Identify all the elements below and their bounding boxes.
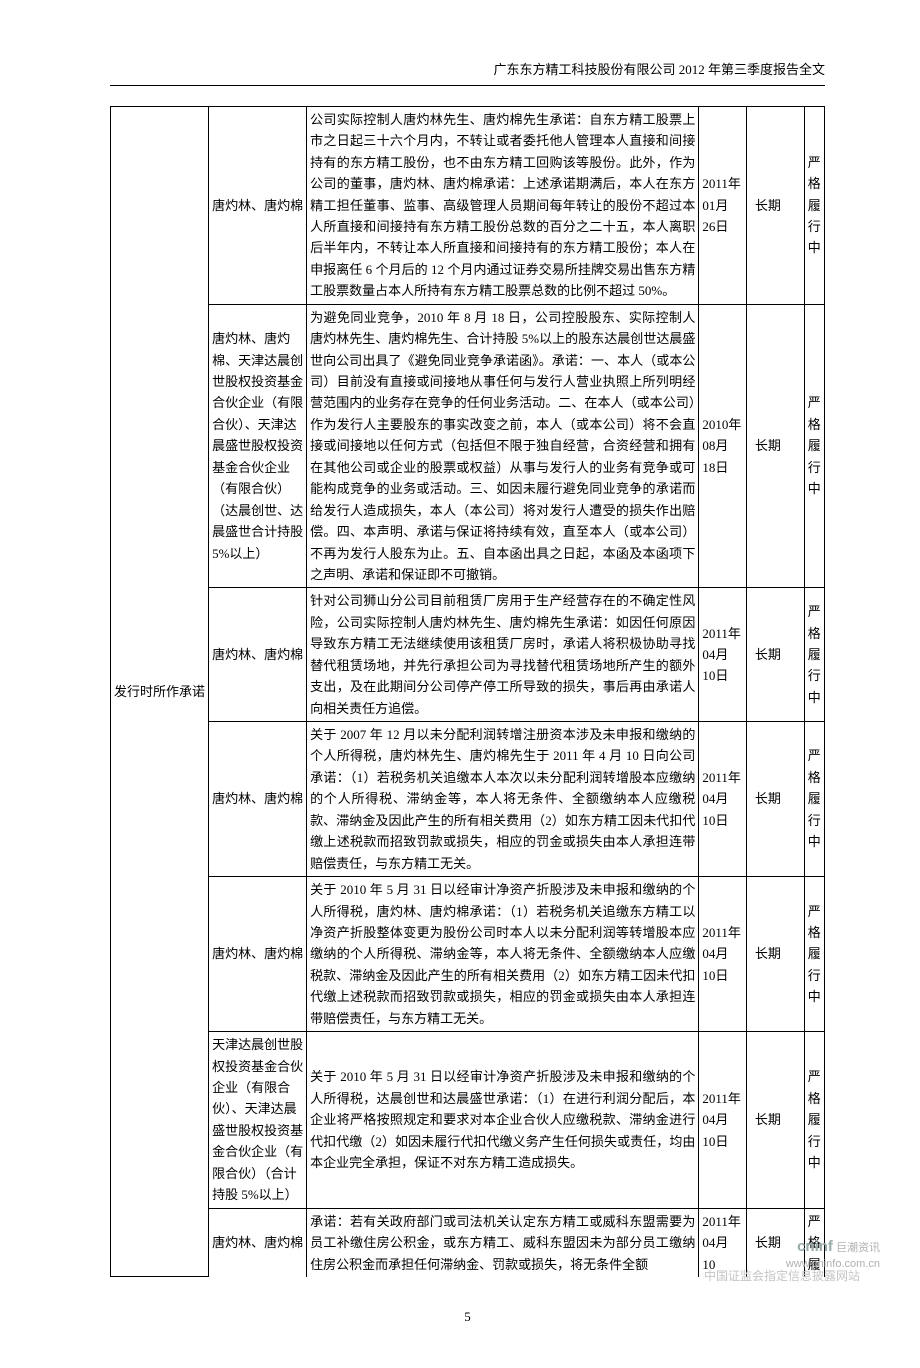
commitment-date: 2011年 04月 10日: [699, 1032, 747, 1209]
commitment-date: 2011年 04月 10日: [699, 877, 747, 1032]
commitment-content: 关于 2010 年 5 月 31 日以经审计净资产折股涉及未申报和缴纳的个人所得…: [307, 877, 699, 1032]
spacer: [789, 588, 805, 722]
commitment-status: 严格履行中: [804, 304, 824, 588]
commitment-term: 长期: [747, 722, 789, 877]
commitment-status: 严格履行中: [804, 106, 824, 304]
commitments-table: 发行时所作承诺唐灼林、唐灼棉公司实际控制人唐灼林先生、唐灼棉先生承诺：自东方精工…: [110, 106, 825, 1278]
spacer: [789, 722, 805, 877]
commitment-term: 长期: [747, 877, 789, 1032]
commitment-content: 承诺：若有关政府部门或司法机关认定东方精工或威科东盟需要为员工补缴住房公积金，或…: [307, 1208, 699, 1277]
commitment-content: 关于 2007 年 12 月以未分配利润转增注册资本涉及未申报和缴纳的个人所得税…: [307, 722, 699, 877]
spacer: [789, 877, 805, 1032]
commitment-party: 唐灼林、唐灼棉: [209, 1208, 307, 1277]
commitment-content: 针对公司狮山分公司目前租赁厂房用于生产经营存在的不确定性风险，公司实际控制人唐灼…: [307, 588, 699, 722]
commitment-content: 关于 2010 年 5 月 31 日以经审计净资产折股涉及未申报和缴纳的个人所得…: [307, 1032, 699, 1209]
commitment-party: 唐灼林、唐灼棉: [209, 106, 307, 304]
commitment-party: 唐灼林、唐灼棉: [209, 722, 307, 877]
commitment-date: 2011年 01月 26日: [699, 106, 747, 304]
commitment-status: 严格履行中: [804, 588, 824, 722]
watermark-note: 中国证监会指定信息披露网站: [704, 1267, 860, 1286]
commitment-status: 严格履行中: [804, 722, 824, 877]
commitment-term: 长期: [747, 106, 789, 304]
commitment-party: 唐灼林、唐灼棉: [209, 588, 307, 722]
commitment-term: 长期: [747, 1032, 789, 1209]
commitment-party: 唐灼林、唐灼棉、天津达晨创世股权投资基金合伙企业（有限合伙）、天津达晨盛世股权投…: [209, 304, 307, 588]
company-header: 广东东方精工科技股份有限公司 2012 年第三季度报告全文: [110, 60, 825, 81]
commitment-status: 严格履行中: [804, 877, 824, 1032]
commitment-term: 长期: [747, 304, 789, 588]
commitment-date: 2011年 04月 10日: [699, 722, 747, 877]
commitment-party: 天津达晨创世股权投资基金合伙企业（有限合伙）、天津达晨盛世股权投资基金合伙企业（…: [209, 1032, 307, 1209]
commitment-term: 长期: [747, 588, 789, 722]
commitment-date: 2011年 04月 10日: [699, 588, 747, 722]
commitment-status: 严格履行中: [804, 1032, 824, 1209]
page-number: 5: [110, 1307, 825, 1328]
spacer: [789, 304, 805, 588]
header-rule: [110, 85, 825, 86]
row-label: 发行时所作承诺: [111, 106, 209, 1277]
spacer: [789, 106, 805, 304]
commitment-date: 2010年 08月 18日: [699, 304, 747, 588]
commitment-party: 唐灼林、唐灼棉: [209, 877, 307, 1032]
spacer: [789, 1032, 805, 1209]
commitment-content: 公司实际控制人唐灼林先生、唐灼棉先生承诺：自东方精工股票上市之日起三十六个月内，…: [307, 106, 699, 304]
commitment-content: 为避免同业竞争，2010 年 8 月 18 日，公司控股股东、实际控制人唐灼林先…: [307, 304, 699, 588]
